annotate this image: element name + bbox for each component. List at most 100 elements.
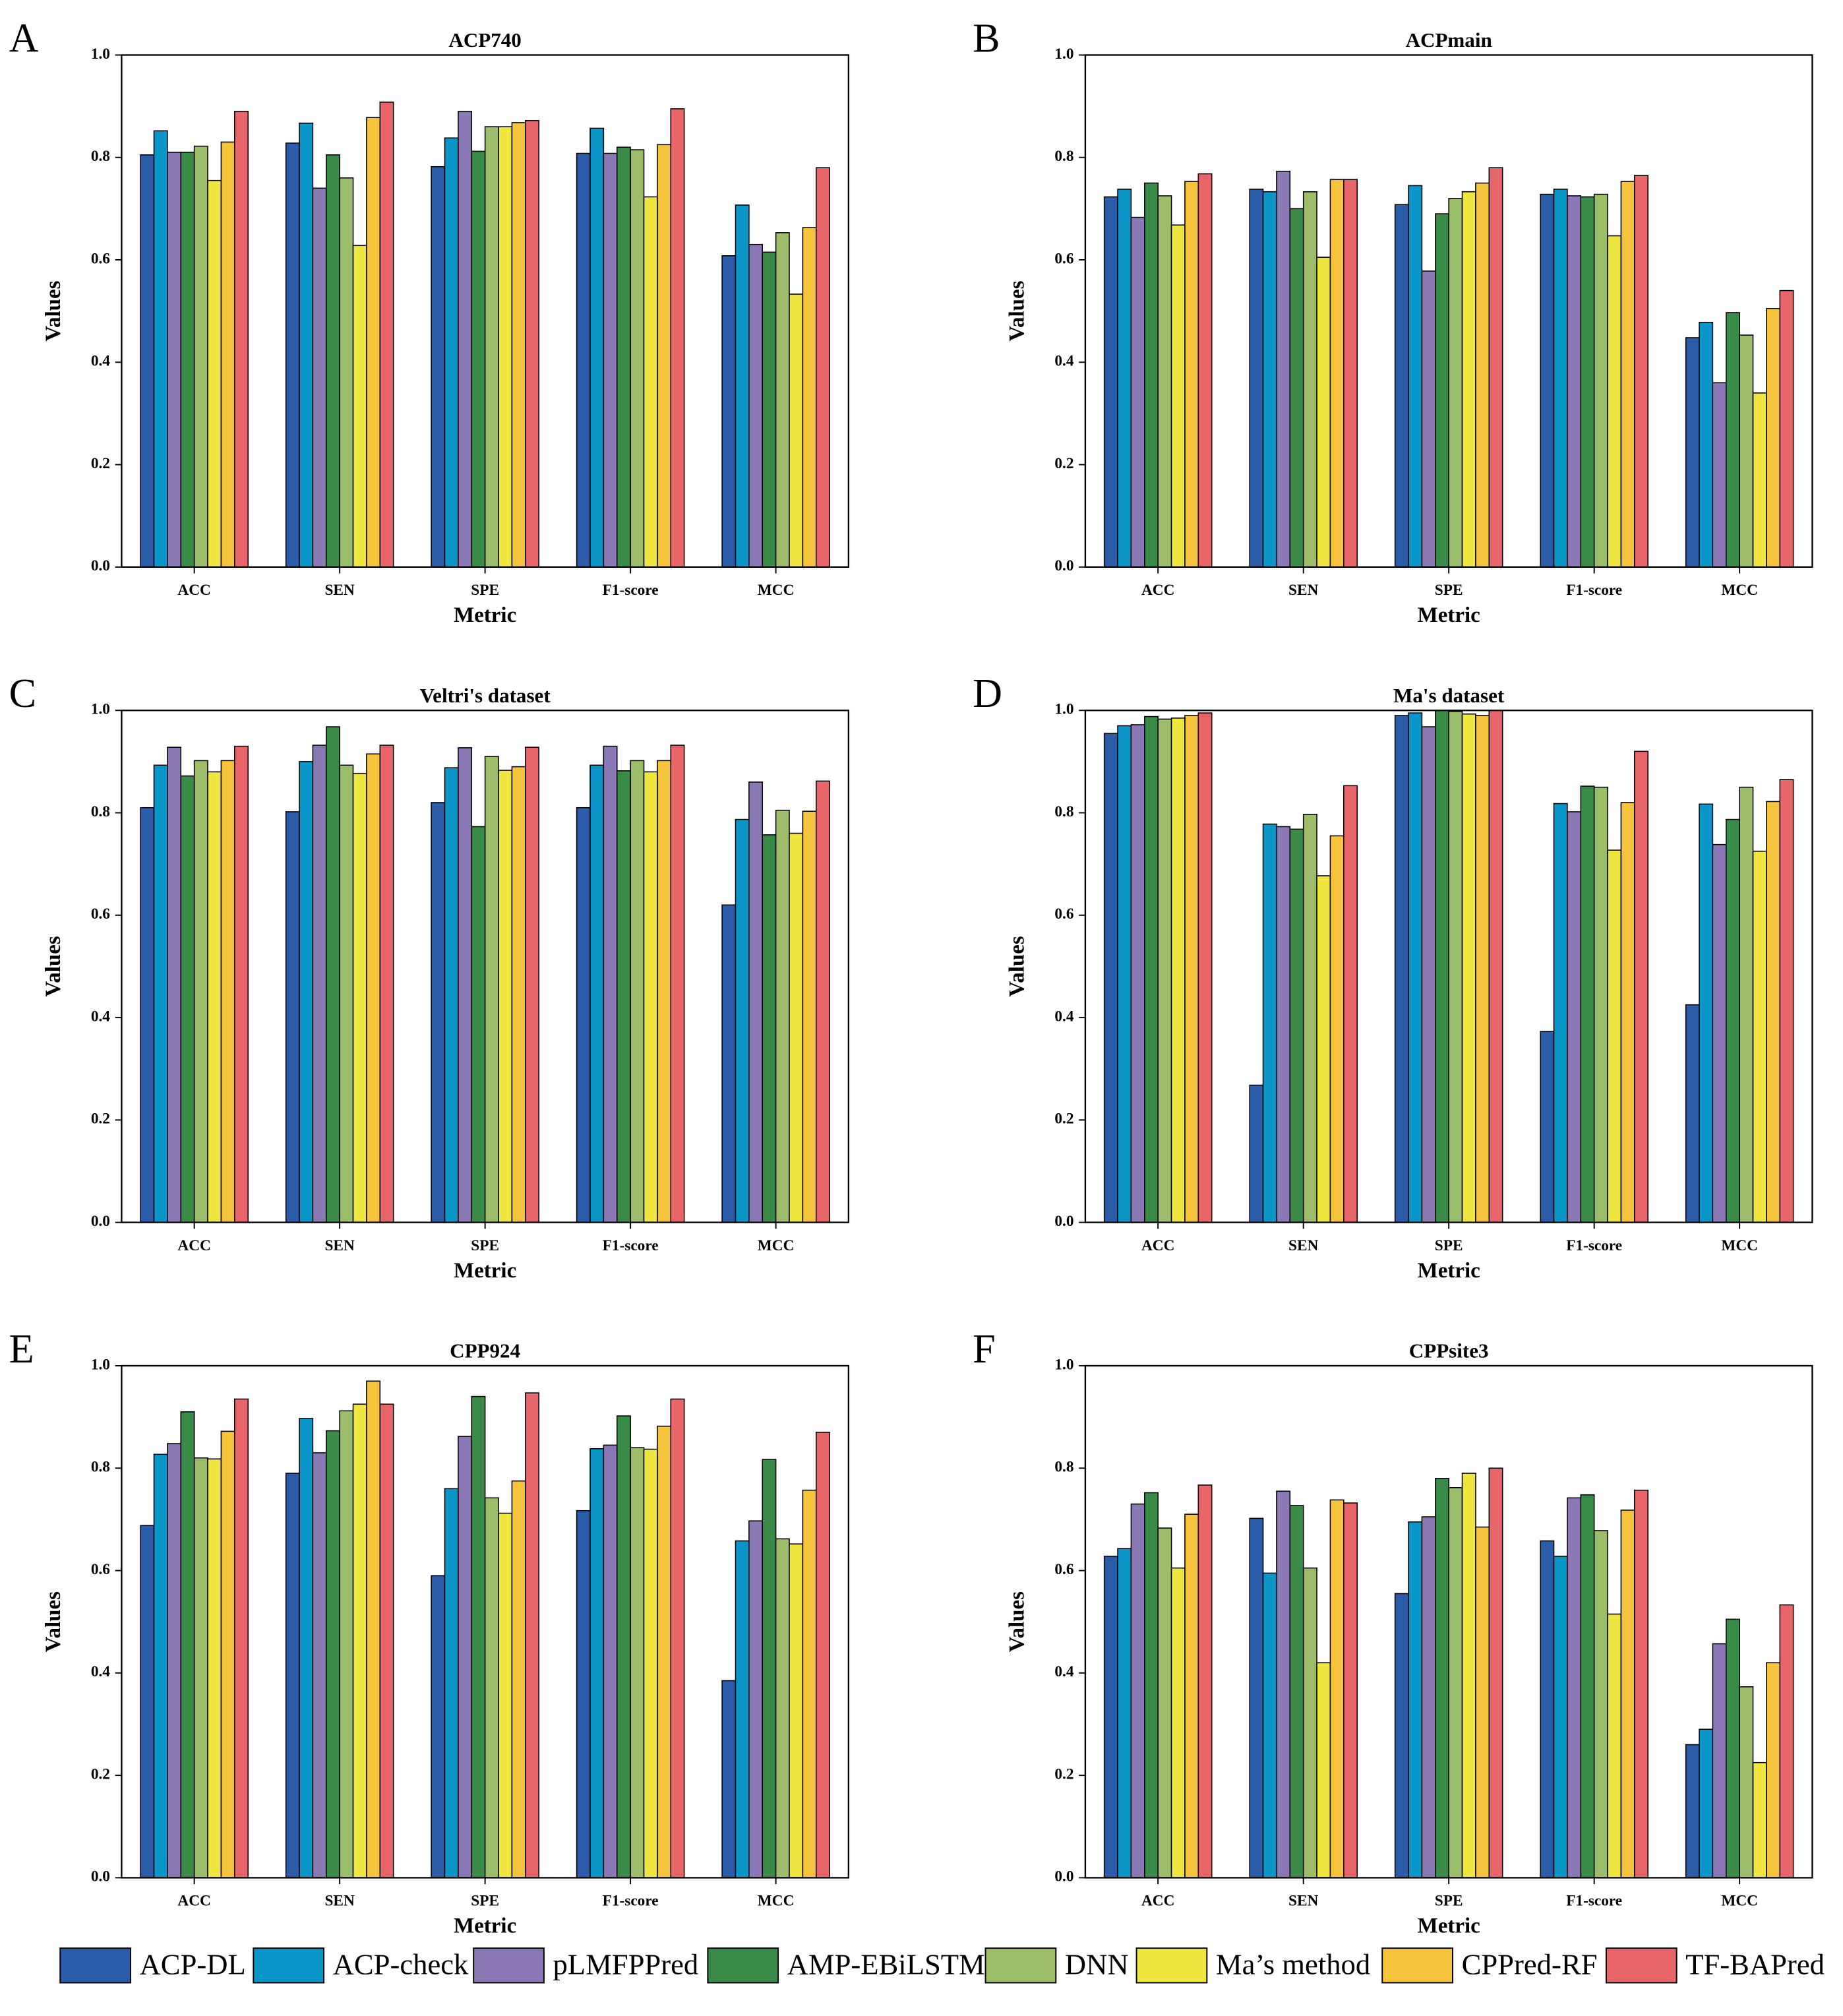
bar: [1157, 718, 1172, 1223]
bar: [207, 179, 222, 568]
x-tick-label: SEN: [1288, 582, 1318, 599]
x-tick-label: MCC: [758, 1893, 795, 1910]
bar: [167, 1443, 182, 1879]
bar: [325, 1430, 340, 1879]
y-tick-label: 0.0: [91, 557, 110, 574]
chart-title: Veltri's dataset: [420, 684, 551, 707]
bar: [339, 764, 354, 1223]
panel-letter: D: [973, 671, 1002, 716]
chart-title: CPPsite3: [1409, 1339, 1489, 1362]
bar: [1103, 1556, 1118, 1879]
bar: [153, 1453, 168, 1879]
bar: [1448, 198, 1463, 568]
bar: [1289, 828, 1304, 1223]
x-tick-label: SEN: [324, 582, 354, 599]
bar: [1475, 715, 1490, 1223]
y-tick-label: 0.8: [1054, 803, 1073, 820]
y-tick-label: 0.0: [1054, 557, 1073, 574]
bar: [339, 1410, 354, 1879]
bar: [339, 177, 354, 568]
bar: [643, 771, 658, 1223]
x-tick-label: MCC: [758, 1237, 795, 1254]
legend-label: Ma’s method: [1216, 1947, 1370, 1980]
bar: [1634, 175, 1648, 568]
bar: [458, 1436, 473, 1879]
x-tick-label: ACC: [177, 1237, 210, 1254]
bar: [379, 102, 394, 568]
bar: [657, 1425, 672, 1879]
x-tick-label: MCC: [758, 582, 795, 599]
bar: [140, 1525, 155, 1879]
bar: [1634, 750, 1648, 1223]
y-axis-label: Values: [1006, 936, 1029, 996]
legend-swatch: [1381, 1947, 1453, 1984]
y-tick-label: 0.8: [1054, 148, 1073, 165]
bar: [1262, 1572, 1277, 1879]
bar: [352, 772, 367, 1223]
bar: [1699, 803, 1714, 1223]
x-axis-label: Metric: [1418, 603, 1480, 627]
bar: [484, 1497, 499, 1879]
bar: [1170, 224, 1186, 568]
x-tick-label: SPE: [471, 582, 499, 599]
bar: [1634, 1489, 1648, 1879]
x-tick-label: SPE: [471, 1237, 499, 1254]
bar: [379, 745, 394, 1223]
bar: [1197, 1484, 1213, 1879]
x-tick-label: SEN: [1288, 1237, 1318, 1254]
bar: [498, 1512, 513, 1879]
panel-letter: F: [973, 1327, 996, 1372]
bar: [1394, 715, 1409, 1223]
bar: [299, 122, 314, 568]
bar: [1117, 1548, 1132, 1879]
bar: [285, 1473, 300, 1879]
bar: [312, 745, 327, 1223]
bar: [1685, 1744, 1700, 1879]
bar: [140, 807, 155, 1223]
y-axis-label: Values: [1006, 280, 1029, 341]
x-tick-label: ACC: [1141, 582, 1174, 599]
bar: [1699, 321, 1714, 568]
y-tick-label: 1.0: [91, 1356, 110, 1373]
bar: [815, 780, 830, 1223]
bar: [1553, 189, 1568, 568]
panel-letter: C: [9, 671, 36, 716]
bar: [1316, 875, 1331, 1223]
bar: [762, 834, 777, 1223]
bar: [1276, 170, 1291, 568]
bar: [444, 137, 459, 568]
bar: [1130, 216, 1145, 568]
bar: [352, 245, 367, 568]
y-tick-label: 0.6: [91, 250, 110, 267]
bar: [1435, 710, 1449, 1223]
x-axis-label: Metric: [454, 603, 516, 627]
bar: [1580, 196, 1595, 568]
bar: [431, 1575, 446, 1879]
bar: [789, 832, 804, 1223]
bar: [312, 187, 327, 568]
bar: [484, 126, 499, 568]
bar: [1553, 1556, 1568, 1879]
bar: [180, 152, 195, 568]
bar: [802, 1489, 817, 1879]
bar: [815, 1432, 830, 1879]
bar: [1567, 195, 1582, 568]
y-tick-label: 0.0: [1054, 1213, 1073, 1230]
bar: [1316, 1662, 1331, 1879]
y-tick-label: 0.2: [1054, 1111, 1073, 1128]
y-axis-label: Values: [42, 280, 65, 341]
bar: [1739, 1686, 1754, 1879]
bar: [1712, 382, 1727, 568]
bar: [762, 251, 777, 568]
chart-title: ACPmain: [1406, 28, 1492, 51]
bar: [670, 108, 685, 568]
plot-frame: [121, 710, 850, 1223]
bar: [1435, 213, 1449, 568]
bar: [193, 145, 208, 568]
bar: [1448, 711, 1463, 1223]
bar: [789, 293, 804, 568]
y-tick-label: 1.0: [1054, 46, 1073, 63]
bar: [735, 818, 750, 1223]
bar: [670, 1398, 685, 1879]
bar: [576, 152, 591, 568]
